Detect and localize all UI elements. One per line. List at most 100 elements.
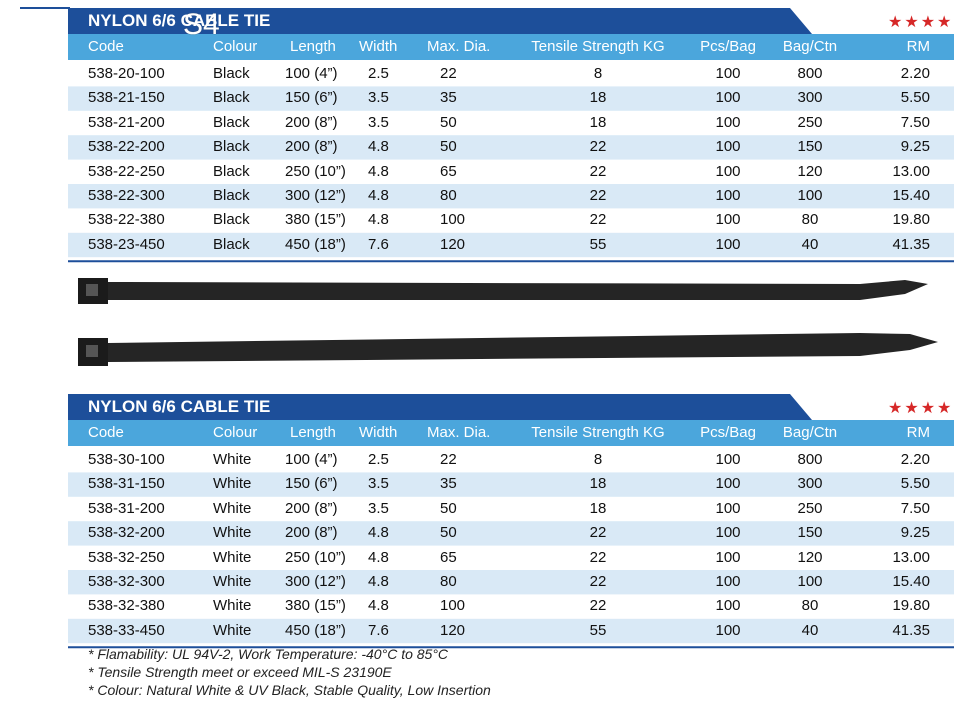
table-cell: 18 — [589, 113, 607, 131]
header-row — [68, 34, 954, 60]
rating: ★★★★ — [888, 14, 954, 31]
table-cell: 100 — [715, 138, 741, 156]
table-cell: 120 — [797, 162, 823, 180]
table-cell: 100 — [715, 187, 741, 204]
table-cell: 538-31-150 — [88, 475, 165, 493]
table-cell: 100 — [715, 524, 741, 542]
table-cell: White — [213, 475, 252, 493]
table-cell: 65 — [440, 548, 457, 566]
table-cell: 200 (8”) — [285, 524, 338, 542]
table-cell: 35 — [440, 475, 457, 493]
table-cell: 22 — [589, 548, 607, 566]
table-cell: 100 — [715, 65, 741, 82]
table-cell: Black — [213, 113, 250, 131]
table-cell: White — [213, 573, 252, 590]
table-cell: 538-22-250 — [88, 162, 165, 180]
table-cell: 4.8 — [368, 187, 389, 204]
table-cell: 9.25 — [900, 138, 930, 156]
table-cell: 100 — [715, 235, 741, 253]
table-cell: 100 — [715, 475, 741, 493]
table-cell: 7.6 — [368, 621, 389, 639]
table-cell: Black — [213, 138, 250, 156]
table-cell: 80 — [440, 573, 457, 590]
table-cell: 100 — [715, 211, 741, 229]
table-cell: 5.50 — [900, 89, 930, 107]
table-cell: 100 — [715, 162, 741, 180]
table-cell: 800 — [797, 65, 823, 82]
table-cell: 100 — [715, 451, 741, 468]
table-cell: 200 (8”) — [285, 138, 338, 156]
table-cell: 120 — [797, 548, 823, 566]
footnote: * Flamability: UL 94V-2, Work Temperatur… — [88, 646, 449, 662]
footnote: * Colour: Natural White & UV Black, Stab… — [88, 682, 491, 698]
table-cell: 450 (18”) — [285, 621, 346, 639]
table-title: NYLON 6/6 CABLE TIE — [88, 11, 271, 30]
table-cell: 100 — [715, 89, 741, 107]
column-header: Pcs/Bag — [700, 38, 756, 55]
table-cell: 13.00 — [892, 548, 930, 566]
table-cell: 2.20 — [900, 451, 930, 468]
table-cell: 19.80 — [892, 211, 930, 229]
table-cell: 50 — [440, 138, 457, 156]
table-cell: Black — [213, 162, 250, 180]
column-header: Code — [88, 38, 124, 55]
column-header: Colour — [213, 424, 258, 441]
table-cell: 538-33-450 — [88, 621, 165, 639]
column-header: Tensile Strength KG — [531, 38, 665, 55]
table-cell: 50 — [440, 113, 457, 131]
table-cell: 80 — [801, 597, 819, 615]
table-cell: 538-21-200 — [88, 113, 165, 131]
row-shade — [68, 472, 954, 497]
table-cell: 150 (6”) — [285, 89, 338, 107]
table-cell: 538-22-380 — [88, 211, 165, 229]
table-cell: 80 — [801, 211, 819, 229]
column-header: RM — [906, 424, 930, 441]
banner — [68, 394, 812, 420]
column-header: Bag/Ctn — [782, 424, 838, 441]
table-cell: 538-20-100 — [88, 65, 165, 82]
table-cell: 150 — [797, 138, 823, 156]
table-cell: 100 — [440, 211, 466, 229]
table-cell: 8 — [593, 65, 603, 82]
table-cell: 300 (12”) — [285, 573, 346, 590]
table-cell: 41.35 — [892, 621, 930, 639]
table-cell: 200 (8”) — [285, 499, 338, 517]
table-cell: 22 — [589, 138, 607, 156]
table-cell: 4.8 — [368, 573, 389, 590]
column-header: Width — [359, 38, 398, 55]
table-cell: 22 — [589, 573, 607, 590]
table-cell: 22 — [589, 211, 607, 229]
table-cell: 538-32-200 — [88, 524, 165, 542]
column-header: RM — [906, 38, 930, 55]
table-cell: White — [213, 597, 252, 615]
table-cell: 100 — [715, 621, 741, 639]
table-cell: 538-22-200 — [88, 138, 165, 156]
table-cell: 18 — [589, 499, 607, 517]
table-cell: 250 — [797, 113, 823, 131]
table-cell: 100 — [715, 113, 741, 131]
table-cell: 4.8 — [368, 162, 389, 180]
table-cell: 40 — [801, 235, 819, 253]
table-cell: 200 (8”) — [285, 113, 338, 131]
column-header: Bag/Ctn — [782, 38, 838, 55]
table-cell: Black — [213, 235, 250, 253]
table-cell: 3.5 — [368, 113, 389, 131]
table-cell: 41.35 — [892, 235, 930, 253]
table-cell: 538-22-300 — [88, 187, 165, 204]
table-cell: 40 — [801, 621, 819, 639]
page-label: S4 — [183, 8, 220, 41]
table-cell: 7.6 — [368, 235, 389, 253]
table-cell: 100 (4”) — [285, 65, 338, 82]
table-cell: 65 — [440, 162, 457, 180]
table-cell: 35 — [440, 89, 457, 107]
table-cell: 300 (12”) — [285, 187, 346, 204]
table-cell: White — [213, 499, 252, 517]
table-cell: 120 — [440, 235, 466, 253]
table-cell: 538-32-250 — [88, 548, 165, 566]
table-cell: 19.80 — [892, 597, 930, 615]
column-header: Length — [290, 424, 336, 441]
cable-tie-image — [78, 278, 938, 366]
column-header: Pcs/Bag — [700, 424, 756, 441]
